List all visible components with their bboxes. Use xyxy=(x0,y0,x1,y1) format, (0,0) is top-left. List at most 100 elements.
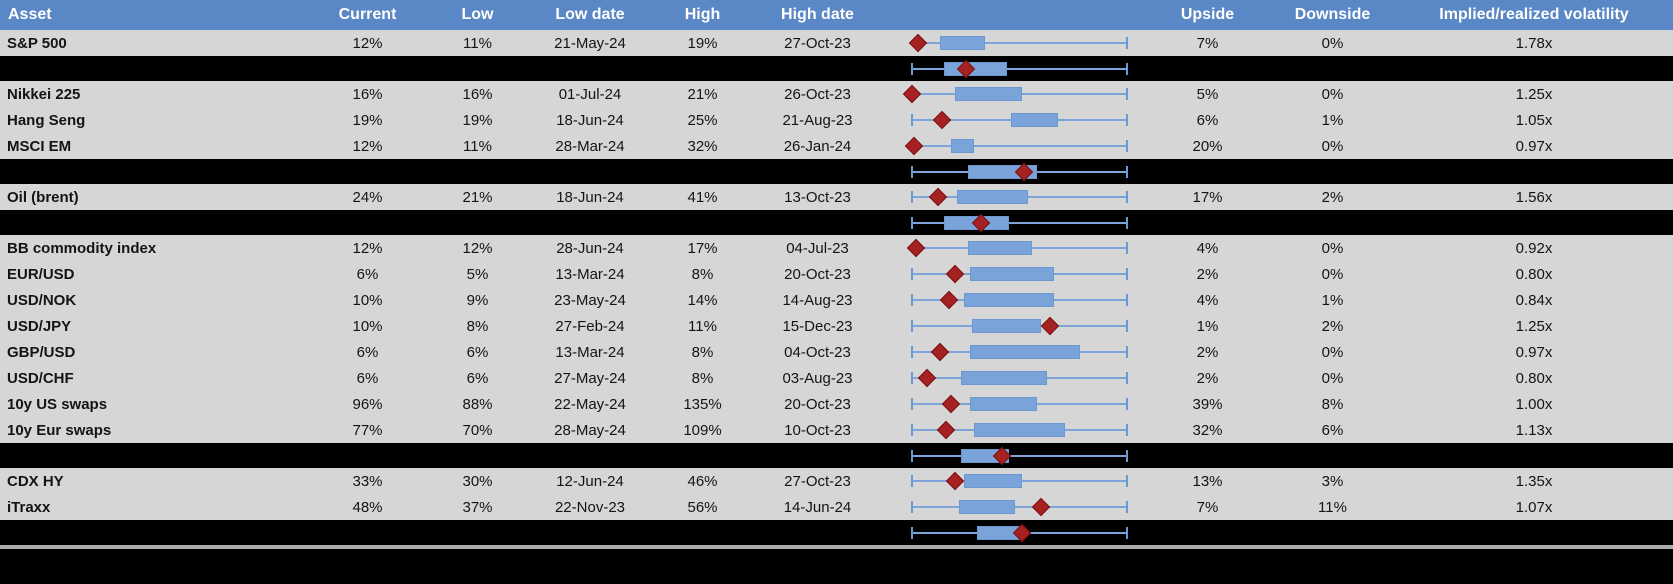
interquartile-range-box xyxy=(950,139,975,153)
cell-ratio: 1.00x xyxy=(1515,395,1553,413)
whisker-cap-right xyxy=(1126,346,1128,358)
cell-upside: 20% xyxy=(1192,137,1223,155)
bottom-black-band xyxy=(0,549,1673,580)
chart-cell xyxy=(880,391,1145,417)
column-header-current: Current xyxy=(338,6,397,23)
chart-cell xyxy=(880,443,1145,468)
cell-low: 30% xyxy=(462,472,493,490)
table-row: iTraxx 48% 37% 22-Nov-23 56% 14-Jun-24 7% 11% 1.… xyxy=(0,494,1673,520)
cell-low: 5% xyxy=(466,265,489,283)
volatility-boxplot xyxy=(911,210,1128,235)
interquartile-range-box xyxy=(963,293,1054,307)
whisker-line xyxy=(912,506,1127,508)
table-row: USD/JPY 10% 8% 27-Feb-24 11% 15-Dec-23 1% 2% 1.2… xyxy=(0,313,1673,339)
cell-downside: 0% xyxy=(1321,265,1344,283)
cell-current: 48% xyxy=(352,498,383,516)
cell-high: 19% xyxy=(687,34,718,52)
cell-current: 10% xyxy=(352,317,383,335)
volatility-boxplot xyxy=(911,520,1128,545)
current-level-diamond-marker xyxy=(945,471,965,491)
cell-ratio: 1.25x xyxy=(1515,85,1553,103)
cell-ratio: 0.97x xyxy=(1515,137,1553,155)
whisker-cap-right xyxy=(1126,449,1128,462)
cell-current: 6% xyxy=(356,343,379,361)
cell-low: 16% xyxy=(462,85,493,103)
cell-current: 16% xyxy=(352,85,383,103)
whisker-cap-right xyxy=(1126,294,1128,306)
table-row: GBP/USD 6% 6% 13-Mar-24 8% 04-Oct-23 2% 0% 0.97x xyxy=(0,339,1673,365)
table-header-row: Asset Current Low Low date High High date Upsi… xyxy=(0,0,1673,30)
cell-low_date: 13-Mar-24 xyxy=(555,265,625,283)
volatility-boxplot xyxy=(911,468,1128,494)
chart-cell xyxy=(880,365,1145,391)
cell-high: 17% xyxy=(687,239,718,257)
whisker-cap-right xyxy=(1126,320,1128,332)
cell-upside: 5% xyxy=(1196,85,1219,103)
cell-high: 25% xyxy=(687,111,718,129)
cell-upside: 6% xyxy=(1196,111,1219,129)
cell-high_date: 14-Jun-24 xyxy=(783,498,852,516)
cell-ratio: 1.56x xyxy=(1515,188,1553,206)
cell-low: 6% xyxy=(466,369,489,387)
column-header-ratio: Implied/realized volatility xyxy=(1439,6,1629,23)
cell-ratio: 0.97x xyxy=(1515,343,1553,361)
interquartile-range-box xyxy=(970,267,1054,281)
column-header-high_date: High date xyxy=(781,6,854,23)
cell-current: 12% xyxy=(352,137,383,155)
interquartile-range-box xyxy=(957,190,1029,204)
cell-downside: 2% xyxy=(1321,317,1344,335)
bottom-divider xyxy=(0,545,1673,549)
whisker-cap-left xyxy=(911,501,913,513)
cell-high: 8% xyxy=(691,343,714,361)
current-level-diamond-marker xyxy=(941,394,960,414)
cell-low_date: 12-Jun-24 xyxy=(556,472,624,490)
cell-high: 46% xyxy=(687,472,718,490)
cell-low: 9% xyxy=(466,291,489,309)
asset-name: GBP/USD xyxy=(7,343,76,361)
volatility-boxplot xyxy=(911,365,1128,391)
volatility-boxplot xyxy=(911,107,1128,133)
cell-low: 21% xyxy=(462,188,493,206)
cell-low: 37% xyxy=(462,498,493,516)
current-level-diamond-marker xyxy=(907,238,926,258)
table-row: 10y Eur swaps 77% 70% 28-May-24 109% 10-Oct-2… xyxy=(0,417,1673,443)
chart-cell xyxy=(880,313,1145,339)
whisker-cap-right xyxy=(1126,191,1128,203)
current-level-diamond-marker xyxy=(902,84,922,104)
current-level-diamond-marker xyxy=(930,342,950,362)
cell-low_date: 27-Feb-24 xyxy=(555,317,625,335)
table-body: S&P 500 12% 11% 21-May-24 19% 27-Oct-23 7% 0% 1.… xyxy=(0,30,1673,545)
cell-ratio: 1.78x xyxy=(1515,34,1553,52)
asset-name: MSCI EM xyxy=(7,137,72,155)
whisker-cap-right xyxy=(1126,372,1128,384)
interquartile-range-box xyxy=(959,500,1016,514)
cell-downside: 1% xyxy=(1321,291,1344,309)
volatility-boxplot xyxy=(911,339,1128,365)
table-row: BB commodity index 12% 12% 28-Jun-24 17% 04-J… xyxy=(0,235,1673,261)
cell-downside: 1% xyxy=(1321,111,1344,129)
current-level-diamond-marker xyxy=(939,290,958,310)
whisker-cap-right xyxy=(1126,62,1128,75)
cell-downside: 3% xyxy=(1321,472,1344,490)
volatility-boxplot xyxy=(911,313,1128,339)
volatility-boxplot xyxy=(911,287,1128,313)
asset-name: USD/CHF xyxy=(7,369,74,387)
cell-low: 8% xyxy=(466,317,489,335)
asset-name: EUR/USD xyxy=(7,265,75,283)
whisker-cap-left xyxy=(911,114,913,126)
cell-upside: 4% xyxy=(1196,291,1219,309)
whisker-cap-left xyxy=(911,424,913,436)
cell-high: 21% xyxy=(687,85,718,103)
whisker-line xyxy=(912,454,1127,457)
cell-downside: 0% xyxy=(1321,343,1344,361)
cell-upside: 2% xyxy=(1196,343,1219,361)
cell-high_date: 27-Oct-23 xyxy=(784,472,851,490)
column-header-upside: Upside xyxy=(1180,6,1235,23)
asset-name: Oil (brent) xyxy=(7,188,79,206)
group-summary-row xyxy=(0,56,1673,81)
cell-low: 19% xyxy=(462,111,493,129)
cell-low_date: 28-Jun-24 xyxy=(556,239,624,257)
current-level-diamond-marker xyxy=(937,420,956,440)
cell-current: 12% xyxy=(352,239,383,257)
current-level-diamond-marker xyxy=(945,264,965,284)
